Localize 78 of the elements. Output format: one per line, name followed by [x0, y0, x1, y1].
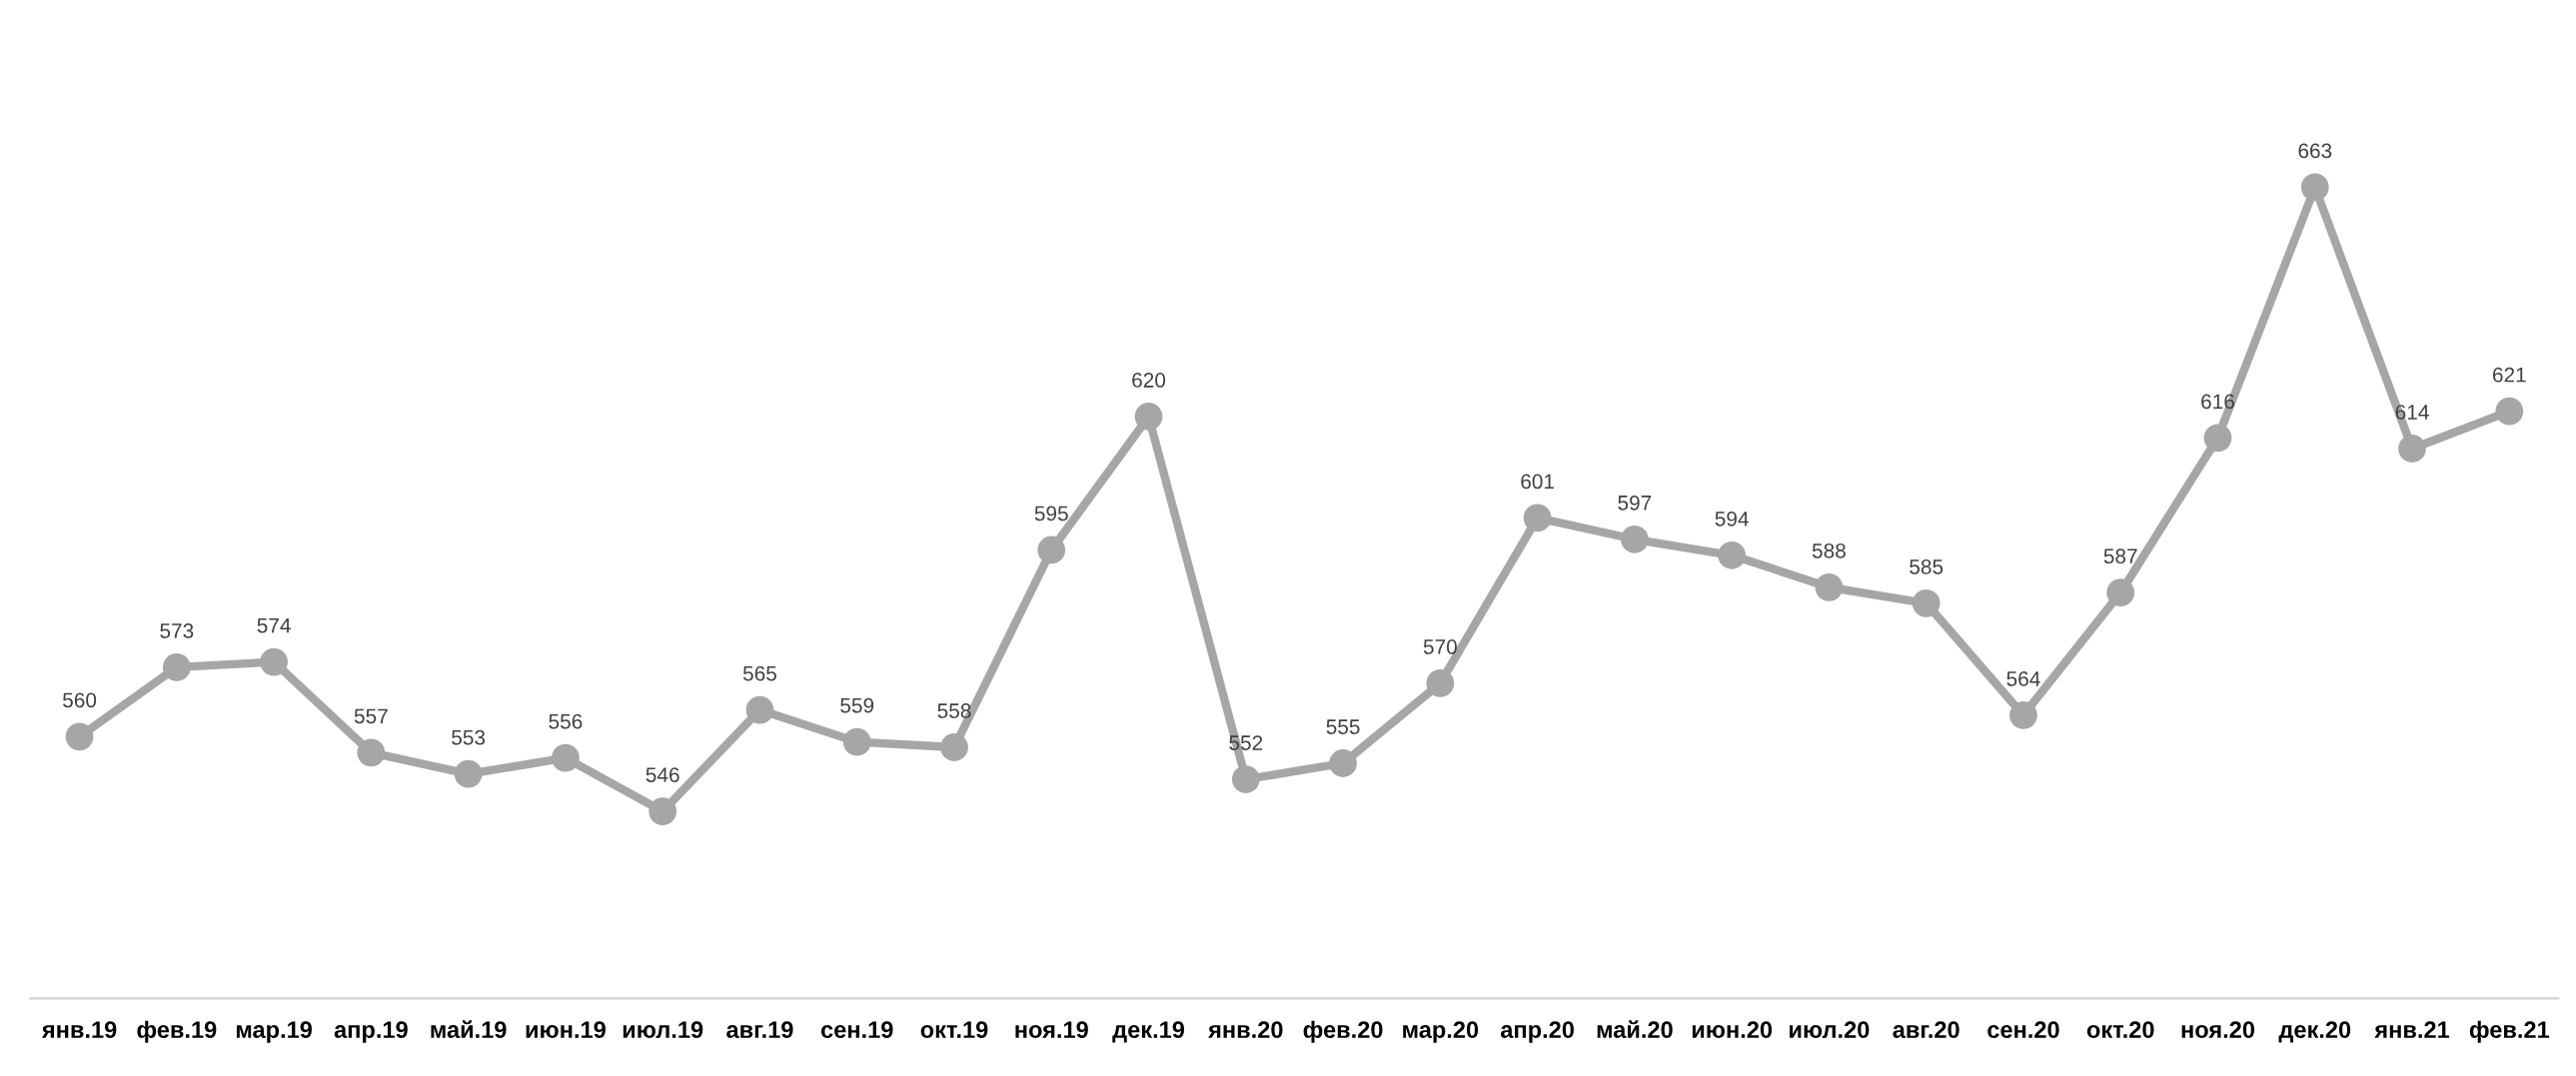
point — [1815, 572, 1844, 601]
data-label: 564 — [2006, 671, 2040, 686]
point — [552, 743, 580, 772]
point — [357, 738, 386, 767]
point — [2203, 424, 2232, 453]
point — [1231, 765, 1260, 793]
data-label: 587 — [2103, 548, 2137, 564]
data-label: 553 — [452, 729, 486, 745]
x-tick-label: янв.20 — [1208, 1021, 1283, 1039]
data-label: 621 — [2493, 367, 2526, 383]
data-label: 558 — [937, 703, 971, 718]
data-label: 597 — [1618, 495, 1652, 511]
point — [1426, 669, 1455, 697]
point — [842, 727, 871, 756]
point — [2009, 701, 2037, 729]
x-tick-label: авг.20 — [1893, 1021, 1959, 1039]
data-label: 565 — [742, 665, 776, 681]
point — [2106, 578, 2135, 607]
data-label: 588 — [1812, 542, 1846, 558]
point — [2495, 397, 2524, 426]
data-label: 663 — [2298, 143, 2332, 159]
data-label: 614 — [2395, 405, 2429, 420]
x-tick-label: июн.20 — [1692, 1021, 1773, 1039]
point — [1037, 536, 1066, 564]
x-tick-label: дек.19 — [1112, 1021, 1185, 1043]
data-label: 559 — [840, 697, 874, 713]
data-label: 557 — [354, 708, 388, 724]
point — [1718, 540, 1747, 569]
x-tick-label: фев.20 — [1303, 1020, 1383, 1043]
x-tick-label: июл.20 — [1790, 1021, 1870, 1039]
point — [454, 759, 483, 788]
point — [1912, 588, 1940, 617]
point — [745, 695, 774, 724]
x-tick-label: май.20 — [1597, 1020, 1673, 1039]
data-label: 595 — [1034, 506, 1068, 522]
data-label: 570 — [1423, 639, 1457, 654]
data-label: 555 — [1326, 719, 1360, 734]
point — [1329, 749, 1357, 777]
point — [648, 797, 677, 825]
point — [1134, 403, 1163, 431]
point — [1523, 504, 1552, 533]
point — [940, 733, 968, 761]
x-tick-label: окт.19 — [920, 1021, 988, 1039]
data-label: 546 — [645, 767, 679, 782]
point — [2398, 435, 2426, 463]
x-tick-label: авг.19 — [726, 1021, 793, 1039]
x-tick-label: июн.19 — [526, 1021, 606, 1039]
x-tick-label: янв.21 — [2374, 1021, 2450, 1038]
x-tick-label: сен.19 — [820, 1021, 893, 1039]
data-label: 601 — [1521, 474, 1554, 490]
x-tick-label: сен.20 — [1987, 1021, 2059, 1039]
x-tick-label: фев.19 — [137, 1020, 217, 1043]
x-tick-label: дек.20 — [2278, 1021, 2351, 1043]
point — [65, 722, 94, 751]
x-tick-label: мар.20 — [1403, 1021, 1479, 1043]
point — [2300, 173, 2329, 202]
data-label: 594 — [1715, 511, 1749, 527]
data-label: 560 — [63, 692, 97, 708]
data-label: 620 — [1132, 373, 1166, 388]
x-tick-label: ноя.20 — [2181, 1021, 2255, 1039]
data-label: 616 — [2201, 394, 2234, 410]
x-tick-label: мар.19 — [237, 1021, 312, 1043]
data-label: 574 — [257, 617, 291, 633]
point — [162, 653, 191, 681]
data-label: 573 — [160, 623, 194, 638]
data-label: 552 — [1229, 735, 1263, 750]
x-tick-label: ноя.19 — [1015, 1021, 1088, 1039]
x-tick-label: янв.19 — [41, 1021, 117, 1039]
x-tick-label: май.19 — [431, 1020, 507, 1039]
point — [1621, 525, 1649, 553]
data-label: 585 — [1910, 558, 1943, 574]
data-label: 556 — [549, 713, 583, 729]
point — [260, 647, 288, 676]
x-tick-label: фев.21 — [2469, 1020, 2550, 1043]
x-tick-label: июл.19 — [623, 1021, 703, 1039]
x-tick-label: апр.20 — [1501, 1021, 1574, 1043]
x-tick-label: окт.20 — [2086, 1021, 2154, 1039]
x-tick-label: апр.19 — [334, 1021, 408, 1043]
